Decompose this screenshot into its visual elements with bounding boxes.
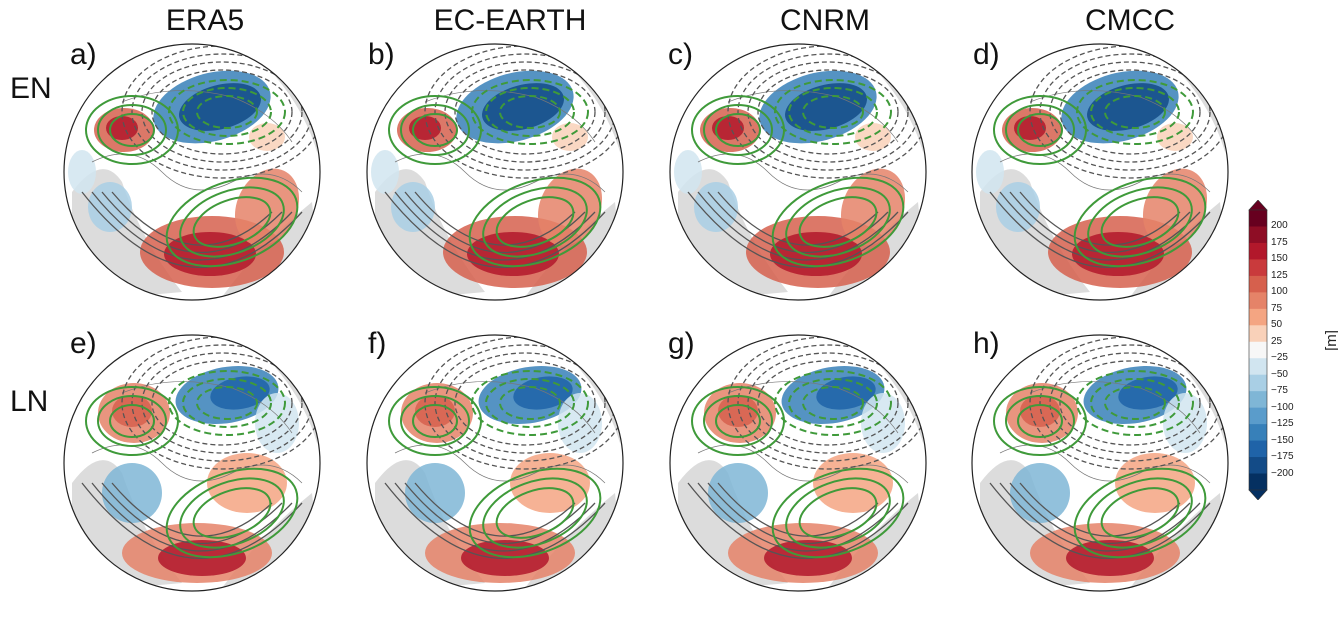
colorbar-tick-label: 75 [1271,302,1283,314]
row-label-ln: LN [10,385,49,418]
map-panel-a [63,43,321,301]
colorbar-tick-label: −125 [1271,418,1294,430]
row-label-en: EN [10,72,52,105]
colorbar-bar [1248,200,1268,500]
column-title-cnrm: CNRM [780,4,870,37]
map-panel-d [971,43,1229,301]
colorbar-tick-label: 175 [1271,236,1288,248]
panel-label-e: e) [70,327,97,360]
colorbar-tick-label: 25 [1271,335,1283,347]
map-panel-h [971,334,1229,592]
colorbar-tick-label: 125 [1271,269,1288,281]
colorbar-tick-label: −175 [1271,451,1294,463]
colorbar-tick-label: −100 [1271,401,1294,413]
panel-label-h: h) [973,327,1000,360]
colorbar-tick-label: −50 [1271,368,1288,380]
column-title-cmcc: CMCC [1085,4,1175,37]
colorbar: [m] 200 175 150 125 100 75 50 25 −25 −50 −75 −100 −1… [1248,200,1338,500]
panel-label-c: c) [668,38,693,71]
colorbar-tick-label: −150 [1271,434,1294,446]
map-panel-g [669,334,927,592]
panel-label-d: d) [973,38,1000,71]
map-panel-e [63,334,321,592]
map-panel-c [669,43,927,301]
colorbar-tick-label: 200 [1271,220,1288,232]
colorbar-tick-label: −25 [1271,352,1288,364]
colorbar-tick-label: 100 [1271,286,1288,298]
panel-label-g: g) [668,327,695,360]
map-panel-f [366,334,624,592]
colorbar-tick-label: 50 [1271,319,1283,331]
panel-label-a: a) [70,38,97,71]
colorbar-tick-label: −75 [1271,385,1288,397]
colorbar-tick-label: 150 [1271,253,1288,265]
colorbar-unit-label: [m] [1322,330,1338,351]
colorbar-tick-label: −200 [1271,467,1294,479]
panel-label-b: b) [368,38,395,71]
map-panel-b [366,43,624,301]
column-title-ec-earth: EC-EARTH [433,4,587,37]
column-title-era5: ERA5 [165,4,245,37]
panel-label-f: f) [368,327,387,360]
